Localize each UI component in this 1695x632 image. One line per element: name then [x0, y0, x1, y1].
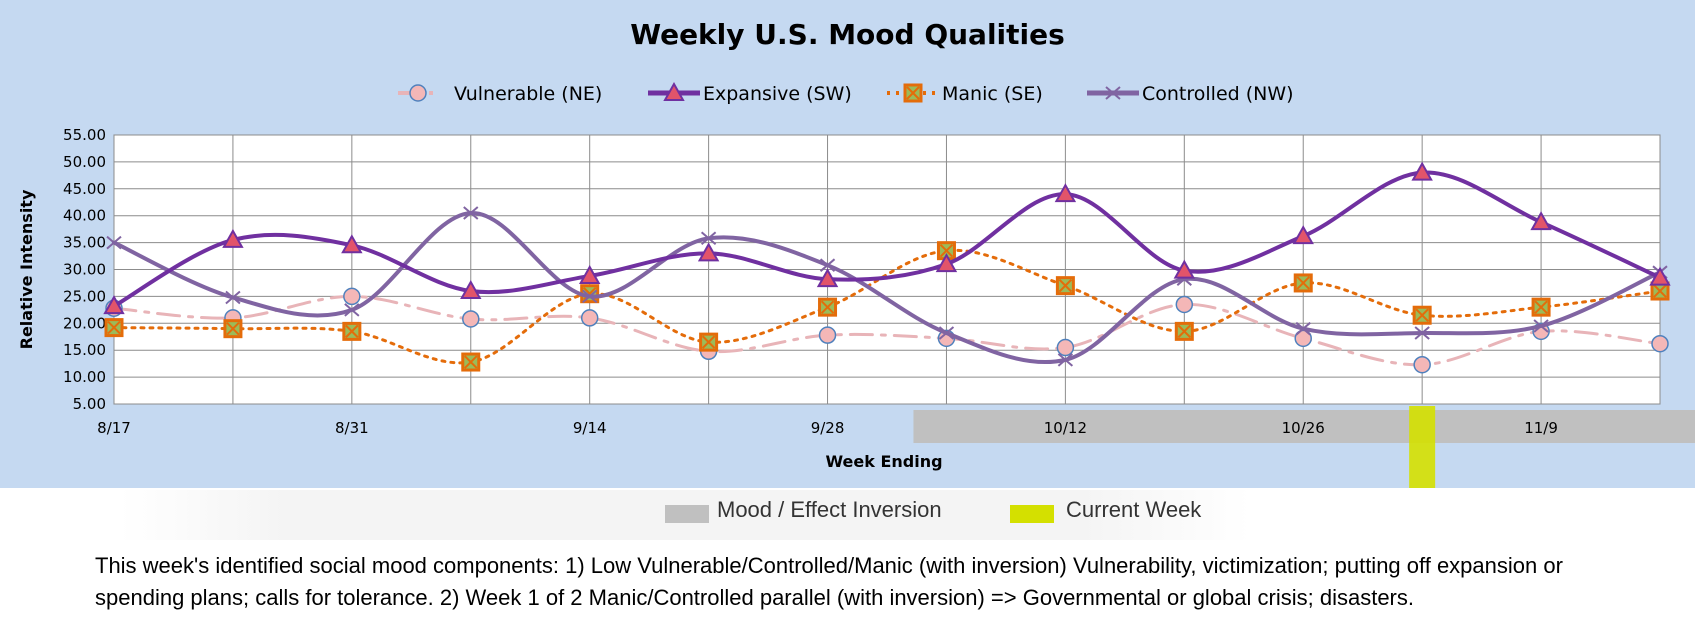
data-point: [697, 242, 720, 262]
data-point: [1054, 183, 1077, 203]
data-point: [1651, 334, 1669, 353]
data-point-b: [106, 235, 122, 250]
x-tick-label: 8/31: [335, 419, 369, 437]
y-tick-label: 10.00: [63, 368, 106, 386]
data-point-b: [1057, 353, 1074, 367]
current-week-marker: [1409, 406, 1436, 488]
x-tick-label: 11/9: [1524, 419, 1558, 437]
data-point-b: [938, 326, 955, 340]
y-tick-label: 40.00: [63, 207, 106, 225]
data-point: [222, 228, 244, 248]
data-point: [1056, 338, 1075, 357]
note-text: This week's identified social mood compo…: [95, 553, 1563, 610]
data-point-x: [820, 300, 835, 314]
legend-label: Manic (SE): [942, 83, 1043, 105]
data-point-b: [225, 290, 241, 305]
data-point: [816, 268, 839, 288]
data-point: [1173, 259, 1196, 279]
data-point-x: [107, 320, 121, 335]
data-point: [1292, 225, 1314, 245]
data-point: [1413, 355, 1431, 374]
y-tick-label: 50.00: [63, 153, 106, 171]
data-point: [1411, 161, 1433, 181]
legend-marker: [409, 84, 427, 102]
data-point: [1175, 295, 1194, 314]
x-tick-label: 10/12: [1044, 419, 1087, 437]
y-tick-label: 25.00: [63, 287, 106, 305]
series-line: [112, 294, 1662, 367]
inversion-key-label: Mood / Effect Inversion: [717, 497, 942, 522]
current-week-swatch: [1010, 505, 1054, 523]
data-point-x: [939, 243, 954, 258]
data-point: [341, 234, 363, 254]
legend-item: Controlled (NW): [1087, 83, 1294, 105]
data-point-b: [819, 258, 836, 272]
data-point-b: [344, 303, 360, 317]
data-point: [103, 295, 125, 315]
legend-label: Controlled (NW): [1142, 83, 1294, 105]
y-tick-label: 30.00: [63, 261, 106, 279]
x-tick-label: 10/26: [1282, 419, 1325, 437]
data-point: [460, 279, 482, 300]
y-tick-label: 15.00: [63, 341, 106, 359]
legend-label: Vulnerable (NE): [454, 83, 602, 105]
legend-marker: [663, 81, 685, 101]
line-chart: 55.00 50.00 45.00 40.00 35.00 30.00 25.00 20.00…: [17, 81, 1695, 488]
y-tick-label: 35.00: [63, 234, 106, 252]
y-tick-label: 5.00: [73, 395, 106, 413]
x-tick-label: 8/17: [97, 419, 131, 437]
data-point-x: [345, 324, 359, 339]
x-tick-label: 9/14: [573, 419, 607, 437]
data-point: [1530, 211, 1552, 231]
data-point-b: [1533, 319, 1549, 333]
legend-marker-b: [1105, 86, 1121, 100]
data-point-x: [226, 321, 240, 336]
y-tick-label: 55.00: [63, 126, 106, 144]
data-point-x: [1653, 284, 1667, 298]
data-point: [343, 287, 361, 306]
x-axis-title: Week Ending: [825, 452, 942, 471]
data-point: [462, 310, 480, 328]
data-point: [580, 309, 599, 327]
chart-title: Weekly U.S. Mood Qualities: [630, 18, 1065, 51]
data-point-x: [1058, 278, 1073, 293]
y-tick-label: 20.00: [63, 314, 106, 332]
data-point: [818, 326, 837, 344]
legend-item: Expansive (SW): [648, 81, 852, 105]
data-point-b: [1414, 326, 1430, 340]
data-point: [578, 264, 601, 284]
data-point-x: [1177, 324, 1192, 339]
legend-marker-x: [906, 86, 920, 100]
inversion-band: [913, 410, 1695, 443]
legend-item: Vulnerable (NE): [398, 83, 602, 105]
series-1: [103, 161, 1671, 315]
x-tick-label: 9/28: [811, 419, 845, 437]
data-point: [935, 253, 958, 273]
data-point-b: [463, 206, 479, 220]
inversion-swatch: [665, 505, 709, 523]
legend-label: Expansive (SW): [703, 83, 852, 105]
data-point: [1649, 266, 1671, 286]
data-point-x: [1415, 308, 1429, 322]
data-point-x: [464, 355, 478, 369]
data-point-b: [582, 289, 598, 304]
data-point-b: [1295, 321, 1311, 336]
data-point-x: [1296, 276, 1310, 290]
y-tick-label: 45.00: [63, 180, 106, 198]
data-point-b: [700, 231, 717, 246]
series-line: [112, 170, 1662, 309]
current-week-key-label: Current Week: [1066, 497, 1202, 522]
legend-item: Manic (SE): [887, 83, 1043, 105]
y-axis-title: Relative Intensity: [17, 189, 36, 349]
series-0: [105, 287, 1669, 374]
data-point-x: [1534, 300, 1548, 314]
data-point-x: [701, 335, 716, 349]
